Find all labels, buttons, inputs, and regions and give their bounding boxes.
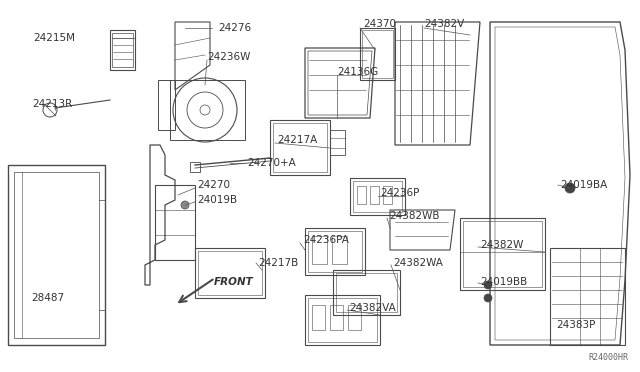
Text: 24217B: 24217B xyxy=(258,258,298,268)
Text: 24276: 24276 xyxy=(218,23,251,33)
Text: 24382VA: 24382VA xyxy=(349,303,396,313)
Text: 24382W: 24382W xyxy=(480,240,524,250)
Text: R24000HR: R24000HR xyxy=(588,353,628,362)
Bar xyxy=(383,186,392,204)
Bar xyxy=(312,236,327,264)
Text: 28487: 28487 xyxy=(31,293,65,303)
Bar xyxy=(370,186,379,204)
Text: 24382WB: 24382WB xyxy=(389,211,440,221)
Text: 24270+A: 24270+A xyxy=(247,158,296,168)
Text: 24019BB: 24019BB xyxy=(480,277,527,287)
Circle shape xyxy=(484,294,492,302)
Bar xyxy=(312,305,325,330)
Text: 24382V: 24382V xyxy=(424,19,464,29)
Text: FRONT: FRONT xyxy=(214,277,253,287)
Bar xyxy=(348,305,361,330)
Text: 24136G: 24136G xyxy=(337,67,378,77)
Text: 24270: 24270 xyxy=(197,180,230,190)
Bar xyxy=(332,236,347,264)
Circle shape xyxy=(565,183,575,193)
Text: 24236W: 24236W xyxy=(207,52,250,62)
Circle shape xyxy=(484,281,492,289)
Bar xyxy=(330,305,343,330)
Text: 24370: 24370 xyxy=(363,19,396,29)
Bar xyxy=(357,186,366,204)
Text: 24213R: 24213R xyxy=(32,99,72,109)
Text: 24236PA: 24236PA xyxy=(303,235,349,245)
Text: 24215M: 24215M xyxy=(33,33,75,43)
Text: 24236P: 24236P xyxy=(380,188,419,198)
Text: 24019BA: 24019BA xyxy=(560,180,607,190)
Text: 24383P: 24383P xyxy=(556,320,595,330)
Text: 24217A: 24217A xyxy=(277,135,317,145)
Circle shape xyxy=(181,201,189,209)
Text: 24382WA: 24382WA xyxy=(393,258,443,268)
Text: 24019B: 24019B xyxy=(197,195,237,205)
